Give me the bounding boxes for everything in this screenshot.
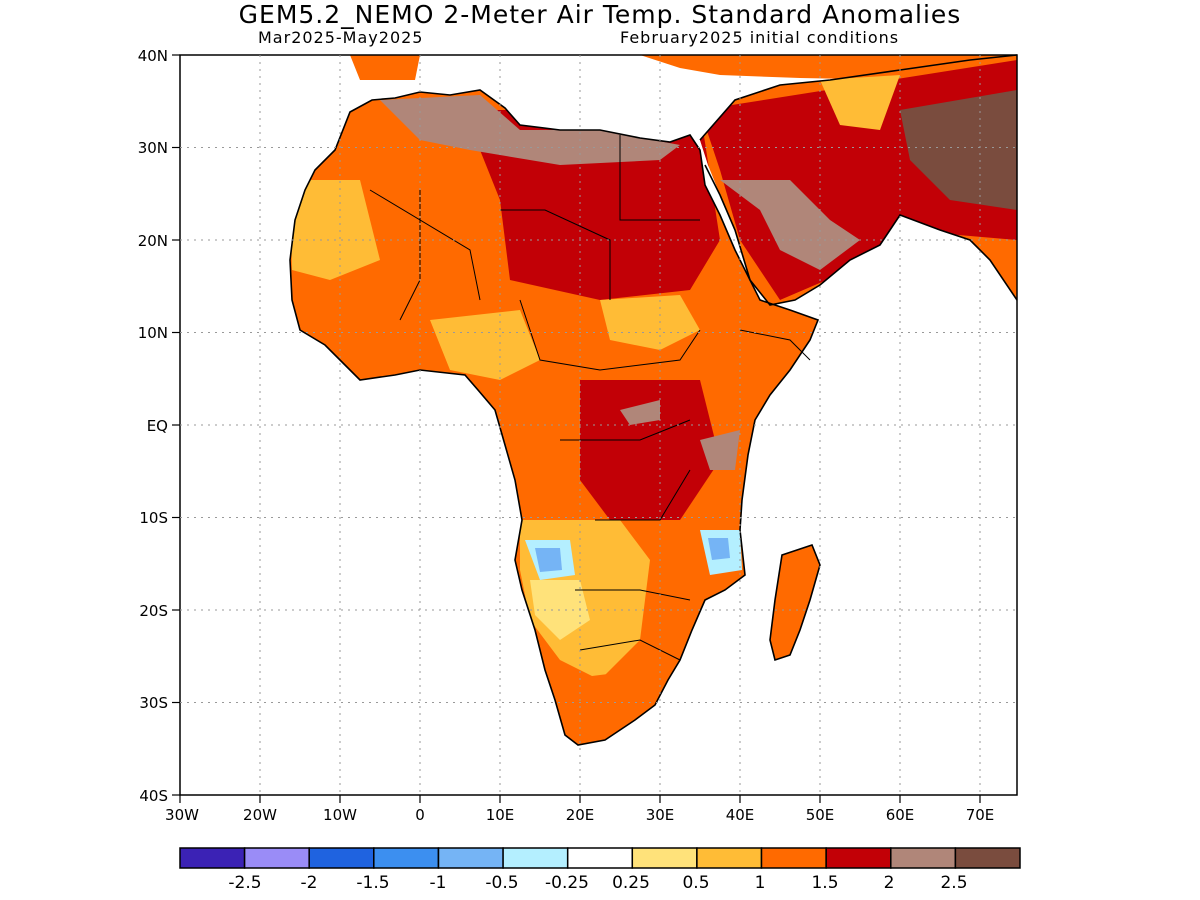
chart-title: GEM5.2_NEMO 2-Meter Air Temp. Standard A… bbox=[238, 0, 962, 29]
forecast-period: Mar2025-May2025 bbox=[258, 28, 424, 47]
colorbar-label: 2.5 bbox=[940, 873, 967, 893]
colorbar-swatch bbox=[243, 847, 310, 869]
x-tick-label: 20E bbox=[566, 806, 595, 824]
x-tick-label: 30W bbox=[165, 806, 199, 824]
colorbar-label: -0.5 bbox=[485, 873, 518, 893]
x-tick-label: 70E bbox=[966, 806, 995, 824]
colorbar-swatch bbox=[308, 847, 375, 869]
x-tick-label: 20W bbox=[243, 806, 277, 824]
x-tick-label: 40E bbox=[726, 806, 755, 824]
colorbar-label: -1 bbox=[430, 873, 447, 893]
x-tick-label: 50E bbox=[806, 806, 835, 824]
colorbar-swatch bbox=[566, 847, 634, 869]
y-tick-label: EQ bbox=[147, 417, 168, 435]
y-tick-label: 30N bbox=[138, 139, 168, 157]
y-tick-label: 10S bbox=[139, 509, 168, 527]
colorbar-swatch bbox=[954, 847, 1021, 869]
gridlines bbox=[180, 55, 1017, 795]
x-tick-label: 30E bbox=[646, 806, 675, 824]
colorbar-swatch bbox=[760, 847, 827, 869]
colorbar-label: 0.25 bbox=[612, 873, 650, 893]
colorbar-label: 2 bbox=[884, 873, 895, 893]
y-axis-labels: 40N 30N 20N 10N EQ 10S 20S 30S 40S bbox=[138, 47, 168, 805]
colorbar-label: 1 bbox=[755, 873, 766, 893]
colorbar-swatch bbox=[502, 847, 569, 869]
colorbar-labels: -2.5 -2 -1.5 -1 -0.5 -0.25 0.25 0.5 1 1.… bbox=[228, 873, 967, 893]
colorbar-label: -1.5 bbox=[356, 873, 389, 893]
colorbar-swatch bbox=[179, 847, 246, 869]
y-tick-label: 30S bbox=[139, 694, 168, 712]
y-tick-label: 20N bbox=[138, 232, 168, 250]
colorbar-swatch bbox=[696, 847, 763, 869]
colorbar-swatch bbox=[631, 847, 698, 869]
initial-conditions: February2025 initial conditions bbox=[620, 28, 900, 47]
y-tick-label: 10N bbox=[138, 324, 168, 342]
colorbar-label: 0.5 bbox=[682, 873, 709, 893]
x-tick-label: 10W bbox=[323, 806, 357, 824]
x-axis-labels: 30W 20W 10W 0 10E 20E 30E 40E 50E 60E 70… bbox=[165, 806, 994, 824]
colorbar-swatch bbox=[825, 847, 892, 869]
colorbar-swatch bbox=[373, 847, 440, 869]
colorbar-label: -2.5 bbox=[228, 873, 261, 893]
colorbar-label: 1.5 bbox=[811, 873, 838, 893]
x-tick-label: 60E bbox=[886, 806, 915, 824]
colorbar-swatch bbox=[890, 847, 957, 869]
colorbar-swatch bbox=[437, 847, 504, 869]
axis-ticks bbox=[172, 54, 981, 803]
x-tick-label: 0 bbox=[415, 806, 425, 824]
colorbar-label: -2 bbox=[301, 873, 318, 893]
colorbar bbox=[179, 847, 1021, 869]
y-tick-label: 40S bbox=[139, 787, 168, 805]
y-tick-label: 40N bbox=[138, 47, 168, 65]
coastlines bbox=[289, 54, 1018, 746]
colorbar-label: -0.25 bbox=[545, 873, 589, 893]
y-tick-label: 20S bbox=[139, 602, 168, 620]
x-tick-label: 10E bbox=[486, 806, 515, 824]
